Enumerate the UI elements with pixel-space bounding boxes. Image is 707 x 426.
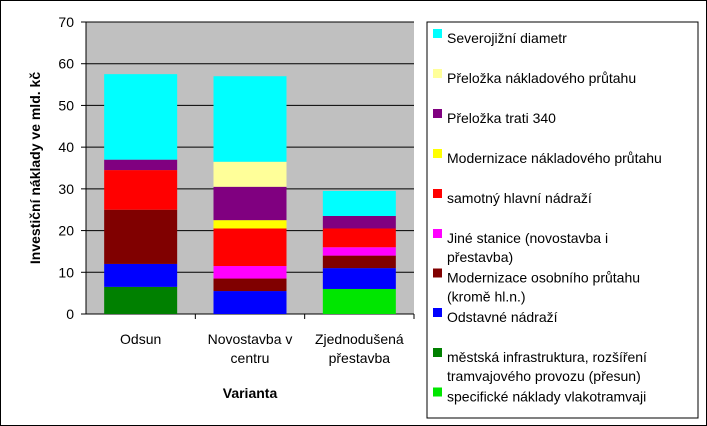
legend-swatch: [433, 268, 442, 278]
legend-label: Jiné stanice (novostavba i: [447, 230, 608, 246]
bar-segment: [322, 288, 396, 314]
legend-label: Severojižní diametr: [447, 30, 567, 46]
legend-label: (kromě hl.n.): [447, 289, 526, 305]
x-category-label: Odsun: [120, 331, 161, 347]
bar-segment: [322, 228, 396, 248]
bar-segment: [322, 268, 396, 289]
bar-segment: [104, 263, 178, 287]
bar-segment: [213, 161, 287, 187]
legend-swatch: [433, 387, 442, 397]
bar-segment: [322, 215, 396, 229]
x-category-label: Novostavba v: [208, 331, 293, 347]
x-category-label: přestavba: [329, 350, 391, 366]
legend-swatch: [433, 308, 442, 317]
legend-swatch: [433, 149, 442, 158]
legend-label: Přeložka nákladového průtahu: [447, 70, 636, 86]
legend-swatch: [433, 29, 442, 38]
bar-segment: [213, 76, 287, 162]
x-category-label: Zjednodušená: [315, 331, 404, 347]
legend-swatch: [433, 189, 442, 198]
y-tick-label: 60: [58, 56, 74, 72]
bar-segment: [104, 74, 178, 160]
bar-segment: [104, 286, 178, 314]
x-axis-title: Varianta: [223, 385, 278, 401]
y-tick-label: 30: [58, 181, 74, 197]
y-tick-label: 70: [58, 14, 74, 30]
bar-segment: [322, 255, 396, 269]
y-tick-label: 40: [58, 139, 74, 155]
legend-swatch: [433, 109, 442, 118]
y-axis-title: Investiční náklady ve mld. kč: [27, 72, 43, 264]
bar-segment: [104, 209, 178, 264]
legend-label: přestavba): [447, 249, 513, 265]
bar-segment: [213, 228, 287, 267]
legend-label: Odstavné nádraží: [447, 309, 558, 325]
y-tick-label: 20: [58, 223, 74, 239]
bar-segment: [322, 190, 396, 216]
bar-segment: [213, 186, 287, 221]
legend-label: samotný hlavní nádraží: [447, 190, 592, 206]
bar-segment: [104, 170, 178, 210]
legend-swatch: [433, 348, 442, 357]
legend-swatch: [433, 69, 442, 78]
bar-segment: [213, 220, 287, 229]
legend-swatch: [433, 229, 442, 238]
bar-segment: [213, 291, 287, 314]
legend-label: Modernizace osobního průtahu: [447, 270, 640, 286]
bar-segment: [322, 247, 396, 256]
legend-label: tramvajového provozu (přesun): [447, 368, 641, 384]
legend-label: Modernizace nákladového průtahu: [447, 150, 662, 166]
bar-segment: [104, 159, 178, 171]
y-tick-label: 0: [66, 306, 74, 322]
legend-label: specifické náklady vlakotramvaji: [447, 389, 646, 405]
legend-label: Přeložka trati 340: [447, 110, 556, 126]
bar-segment: [213, 278, 287, 292]
legend-box: [426, 21, 699, 419]
y-tick-label: 50: [58, 97, 74, 113]
x-category-label: centru: [231, 350, 270, 366]
bar-segment: [213, 266, 287, 279]
legend-label: městská infrastruktura, rozšíření: [447, 349, 647, 365]
y-tick-label: 10: [58, 264, 74, 280]
